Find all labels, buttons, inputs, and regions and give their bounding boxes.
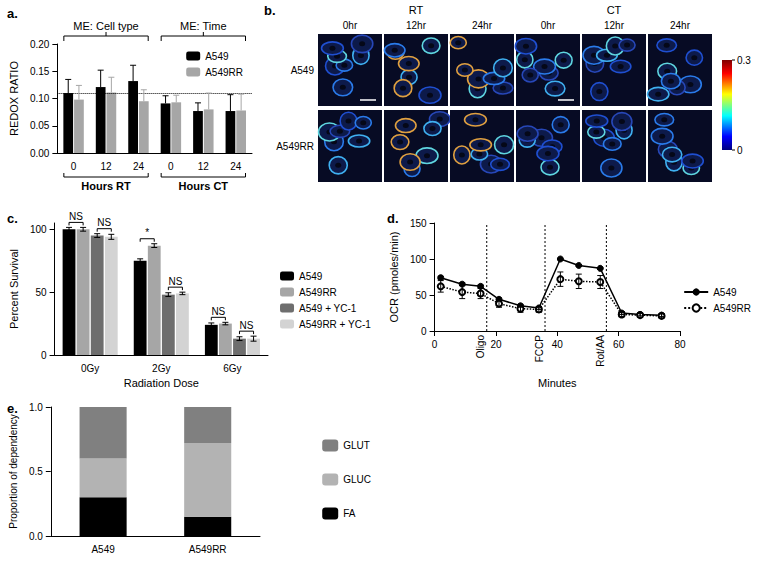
- svg-text:A549: A549: [91, 544, 115, 555]
- svg-text:0.0: 0.0: [29, 531, 43, 542]
- svg-text:ME: Time: ME: Time: [180, 20, 226, 32]
- svg-text:0.10: 0.10: [30, 93, 50, 104]
- svg-text:a.: a.: [7, 6, 18, 21]
- svg-text:0hr: 0hr: [541, 20, 556, 31]
- svg-text:0: 0: [71, 161, 77, 172]
- svg-text:Minutes: Minutes: [538, 377, 577, 389]
- svg-text:80: 80: [674, 339, 686, 350]
- svg-text:NS: NS: [69, 211, 83, 222]
- svg-text:50: 50: [35, 287, 47, 298]
- svg-text:60: 60: [613, 339, 625, 350]
- svg-text:24: 24: [230, 161, 242, 172]
- svg-text:Radiation Dose: Radiation Dose: [124, 377, 199, 389]
- svg-text:REDOX RATIO: REDOX RATIO: [8, 61, 20, 136]
- svg-text:A549 + YC-1: A549 + YC-1: [299, 303, 357, 314]
- svg-text:RT: RT: [409, 4, 424, 16]
- svg-text:12: 12: [198, 161, 210, 172]
- svg-text:Hours RT: Hours RT: [81, 180, 131, 192]
- svg-text:20: 20: [490, 339, 502, 350]
- svg-text:Oligo: Oligo: [475, 335, 486, 359]
- svg-text:12: 12: [100, 161, 112, 172]
- svg-text:50: 50: [415, 290, 427, 301]
- svg-text:OCR (pmoles/min): OCR (pmoles/min): [388, 231, 400, 322]
- svg-text:0: 0: [41, 350, 47, 361]
- svg-text:CT: CT: [607, 4, 622, 16]
- svg-text:6Gy: 6Gy: [223, 363, 241, 374]
- svg-text:0.00: 0.00: [30, 148, 50, 159]
- svg-text:2Gy: 2Gy: [152, 363, 170, 374]
- svg-text:12hr: 12hr: [406, 20, 427, 31]
- svg-text:100: 100: [30, 224, 47, 235]
- svg-text:NS: NS: [240, 320, 254, 331]
- svg-text:Rot/AA: Rot/AA: [595, 335, 606, 367]
- svg-text:24hr: 24hr: [670, 20, 691, 31]
- svg-text:A549: A549: [299, 271, 323, 282]
- svg-text:0.05: 0.05: [30, 120, 50, 131]
- svg-text:*: *: [145, 227, 149, 238]
- svg-text:150: 150: [410, 218, 427, 229]
- svg-text:A549: A549: [205, 51, 229, 62]
- svg-text:1.0: 1.0: [29, 402, 43, 413]
- svg-text:A549RR: A549RR: [189, 544, 227, 555]
- svg-text:ME: Cell type: ME: Cell type: [73, 20, 138, 32]
- svg-text:A549RR: A549RR: [713, 303, 751, 314]
- svg-text:NS: NS: [168, 276, 182, 287]
- svg-text:Percent Survival: Percent Survival: [8, 249, 20, 329]
- svg-text:0: 0: [737, 145, 743, 156]
- svg-text:0: 0: [168, 161, 174, 172]
- svg-text:A549: A549: [291, 65, 315, 76]
- svg-text:e.: e.: [7, 401, 18, 416]
- svg-text:0: 0: [432, 339, 438, 350]
- svg-text:A549RR: A549RR: [205, 67, 243, 78]
- svg-text:24: 24: [133, 161, 145, 172]
- svg-text:c.: c.: [7, 211, 18, 226]
- svg-text:Proportion of dependency: Proportion of dependency: [8, 414, 19, 529]
- svg-text:0Gy: 0Gy: [81, 363, 99, 374]
- svg-text:A549RR: A549RR: [276, 141, 314, 152]
- svg-text:A549: A549: [713, 287, 737, 298]
- svg-text:A549RR: A549RR: [299, 287, 337, 298]
- svg-text:100: 100: [410, 254, 427, 265]
- svg-text:FA: FA: [343, 508, 356, 519]
- svg-text:GLUT: GLUT: [343, 440, 370, 451]
- svg-text:d.: d.: [387, 211, 399, 226]
- svg-text:A549RR + YC-1: A549RR + YC-1: [299, 319, 371, 330]
- svg-text:GLUC: GLUC: [343, 474, 371, 485]
- svg-text:0.20: 0.20: [30, 39, 50, 50]
- svg-text:NS: NS: [211, 306, 225, 317]
- svg-text:Hours CT: Hours CT: [179, 180, 229, 192]
- svg-text:0hr: 0hr: [343, 20, 358, 31]
- svg-text:0.15: 0.15: [30, 66, 50, 77]
- svg-text:0: 0: [421, 326, 427, 337]
- svg-text:0.5: 0.5: [29, 466, 43, 477]
- svg-text:24hr: 24hr: [472, 20, 493, 31]
- svg-text:0.3: 0.3: [737, 55, 751, 66]
- svg-text:40: 40: [552, 339, 564, 350]
- svg-text:FCCP: FCCP: [534, 335, 545, 363]
- svg-text:12hr: 12hr: [604, 20, 625, 31]
- svg-text:b.: b.: [264, 3, 276, 18]
- svg-text:NS: NS: [97, 217, 111, 228]
